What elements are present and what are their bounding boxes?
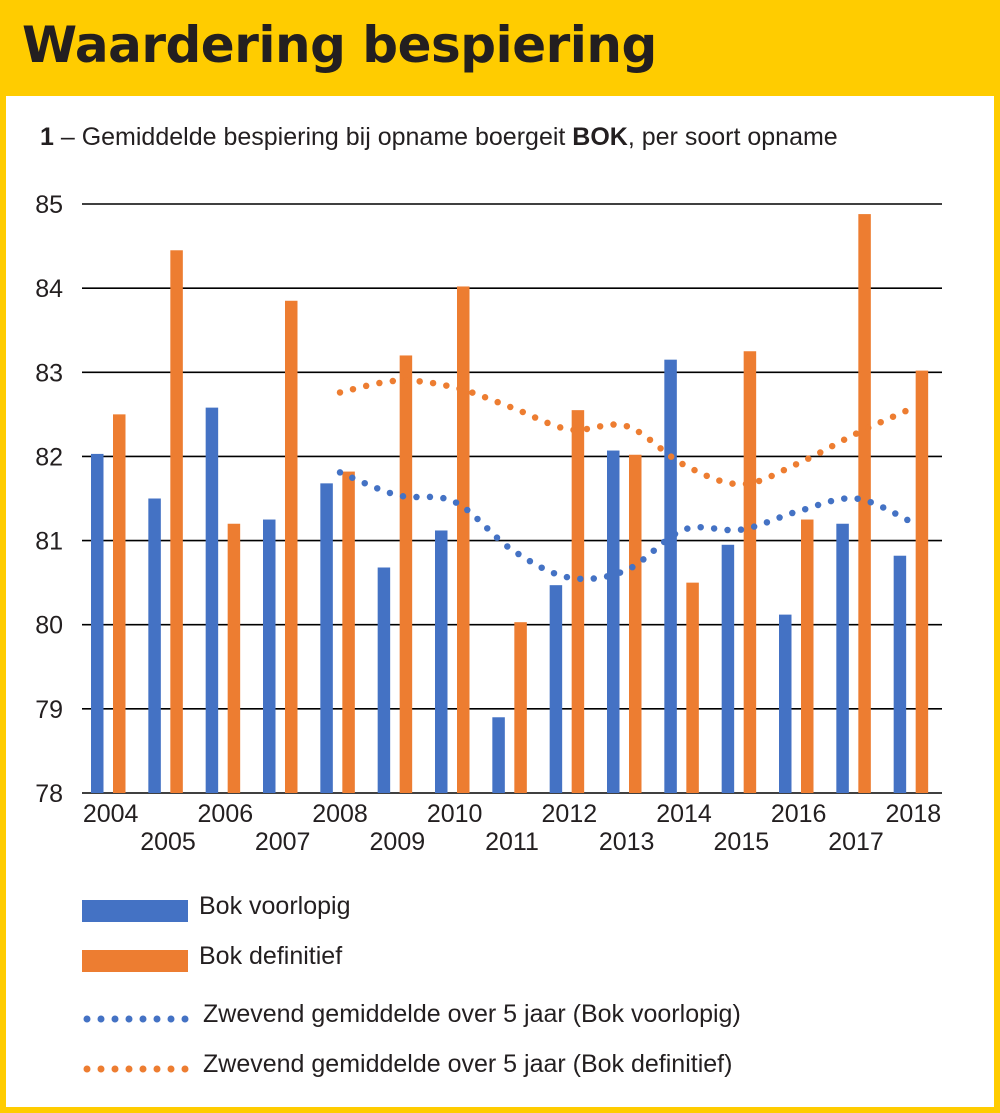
legend-label-voorlopig: Bok voorlopig bbox=[199, 892, 351, 920]
subtitle-text: Gemiddelde bespiering bij opname boergei… bbox=[81, 123, 573, 151]
bar-voorlopig-2015 bbox=[721, 544, 735, 793]
y-tick-label-79: 79 bbox=[35, 696, 63, 724]
bar-chart: 78 79 80 81 82 83 84 85 200420052006200720082009… bbox=[35, 191, 942, 856]
bar-voorlopig-2012 bbox=[549, 585, 563, 793]
chart-subtitle: 1 – Gemiddelde bespiering bij opname boe… bbox=[40, 123, 838, 152]
y-tick-label-84: 84 bbox=[35, 275, 63, 303]
y-tick-label-80: 80 bbox=[35, 612, 63, 640]
legend-label-ma-voorlopig: Zwevend gemiddelde over 5 jaar (Bok voor… bbox=[203, 1000, 741, 1028]
bar-definitief-2009 bbox=[399, 355, 413, 793]
x-tick-label-2008: 2008 bbox=[312, 800, 368, 828]
page-title: Waardering bespiering bbox=[22, 16, 657, 74]
bar-definitief-2004 bbox=[113, 414, 126, 793]
bar-voorlopig-2017 bbox=[836, 523, 849, 793]
legend-swatch-definitief bbox=[82, 950, 188, 972]
bar-definitief-2012 bbox=[571, 410, 585, 793]
x-tick-label-2016: 2016 bbox=[771, 800, 827, 828]
y-tick-label-78: 78 bbox=[35, 780, 63, 808]
x-tick-label-2011: 2011 bbox=[485, 828, 539, 856]
x-tick-label-2013: 2013 bbox=[599, 828, 655, 856]
bar-definitief-2008 bbox=[342, 471, 355, 793]
x-tick-label-2017: 2017 bbox=[828, 828, 884, 856]
bar-definitief-2017 bbox=[858, 214, 871, 793]
bar-voorlopig-2010 bbox=[435, 530, 448, 793]
x-tick-label-2010: 2010 bbox=[427, 800, 483, 828]
subtitle-text-after: , per soort opname bbox=[627, 123, 838, 151]
chart-number: 1 bbox=[40, 123, 54, 151]
x-tick-label-2009: 2009 bbox=[370, 828, 426, 856]
bar-voorlopig-2014 bbox=[664, 359, 677, 793]
bar-voorlopig-2007 bbox=[263, 519, 276, 793]
y-tick-label-82: 82 bbox=[35, 443, 63, 471]
x-tick-label-2018: 2018 bbox=[886, 800, 942, 828]
bar-voorlopig-2016 bbox=[779, 614, 792, 793]
x-tick-label-2015: 2015 bbox=[714, 828, 770, 856]
subtitle-bold: BOK bbox=[572, 123, 628, 151]
bar-definitief-2011 bbox=[514, 622, 527, 793]
x-tick-label-2014: 2014 bbox=[656, 800, 712, 828]
y-tick-label-81: 81 bbox=[35, 528, 63, 556]
bar-voorlopig-2009 bbox=[377, 567, 391, 793]
legend-swatch-voorlopig bbox=[82, 900, 188, 922]
chart-panel: 1 – Gemiddelde bespiering bij opname boe… bbox=[6, 96, 994, 1107]
legend-label-ma-definitief: Zwevend gemiddelde over 5 jaar (Bok defi… bbox=[203, 1050, 733, 1078]
bar-voorlopig-2011 bbox=[492, 717, 505, 793]
subtitle-dash: – bbox=[53, 123, 82, 151]
x-tick-label-2012: 2012 bbox=[542, 800, 598, 828]
legend-label-definitief: Bok definitief bbox=[199, 942, 343, 970]
bar-definitief-2006 bbox=[227, 523, 241, 793]
x-tick-label-2005: 2005 bbox=[140, 828, 196, 856]
bar-definitief-2013 bbox=[629, 454, 642, 793]
bar-definitief-2016 bbox=[801, 519, 814, 793]
ma-line-voorlopig bbox=[336, 469, 917, 583]
bar-voorlopig-2006 bbox=[205, 407, 219, 793]
bar-definitief-2015 bbox=[743, 351, 757, 793]
bar-definitief-2014 bbox=[686, 582, 699, 793]
bar-voorlopig-2008 bbox=[320, 483, 333, 793]
x-tick-label-2007: 2007 bbox=[255, 828, 311, 856]
bar-definitief-2010 bbox=[457, 286, 470, 793]
bar-voorlopig-2005 bbox=[148, 498, 161, 793]
bar-voorlopig-2018 bbox=[893, 555, 907, 793]
bar-definitief-2007 bbox=[285, 300, 298, 793]
y-tick-label-85: 85 bbox=[35, 191, 63, 219]
x-tick-label-2004: 2004 bbox=[83, 800, 139, 828]
legend-swatch-ma-definitief bbox=[83, 1065, 192, 1073]
legend-swatch-ma-voorlopig bbox=[83, 1015, 192, 1023]
bar-voorlopig-2013 bbox=[607, 450, 620, 793]
y-tick-label-83: 83 bbox=[35, 359, 63, 387]
bar-voorlopig-2004 bbox=[91, 453, 104, 793]
bar-definitief-2005 bbox=[170, 250, 183, 793]
x-tick-label-2006: 2006 bbox=[198, 800, 254, 828]
bar-definitief-2018 bbox=[915, 370, 929, 793]
ma-line-definitief bbox=[336, 377, 917, 488]
